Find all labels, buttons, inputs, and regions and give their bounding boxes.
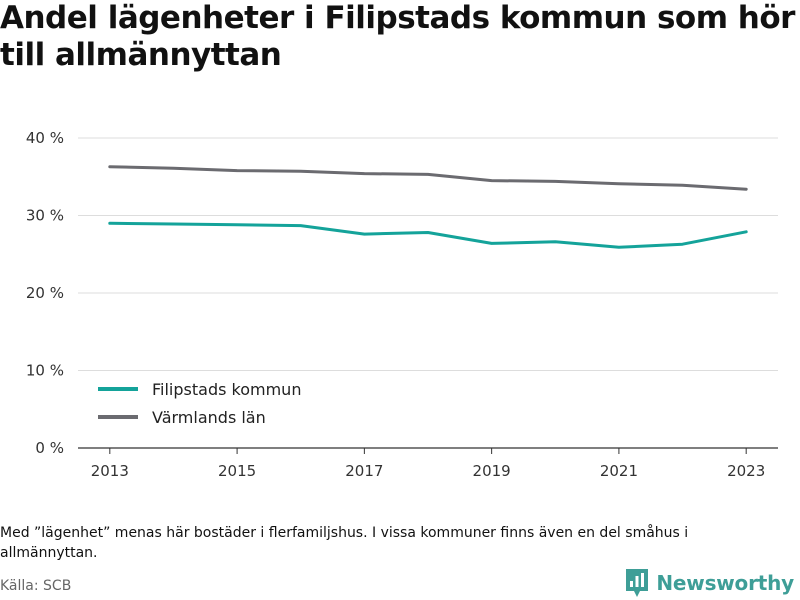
x-tick-label: 2023 [727, 462, 765, 480]
series-lines [108, 165, 748, 249]
newsworthy-logo-icon [626, 569, 649, 597]
newsworthy-logo[interactable]: Newsworthy [624, 568, 794, 598]
x-axis: 2013 2015 2017 2019 2021 2023 [78, 447, 778, 480]
y-tick-label: 0 % [35, 439, 64, 457]
y-tick-label: 30 % [26, 207, 64, 225]
x-tick-label: 2015 [218, 462, 256, 480]
x-tick-label: 2019 [473, 462, 511, 480]
legend: Filipstads kommun Värmlands län [98, 380, 301, 427]
y-tick-label: 10 % [26, 362, 64, 380]
y-tick-label: 20 % [26, 284, 64, 302]
x-tick-label: 2017 [345, 462, 383, 480]
chart-note: Med ”lägenhet” menas här bostäder i fler… [0, 525, 689, 561]
brand-name: Newsworthy [656, 571, 794, 595]
y-tick-label: 40 % [26, 129, 64, 147]
series-line-1 [108, 165, 748, 191]
y-axis-ticks: 0 % 10 % 20 % 30 % 40 % [26, 129, 64, 457]
x-tick-label: 2021 [600, 462, 638, 480]
legend-label: Filipstads kommun [152, 380, 301, 399]
source-label: Källa: SCB [0, 578, 72, 594]
line-chart: 0 % 10 % 20 % 30 % 40 % 2013 2015 2017 2019 2021… [26, 129, 778, 480]
x-tick-label: 2013 [91, 462, 129, 480]
legend-label: Värmlands län [152, 408, 266, 427]
gridlines [78, 137, 778, 371]
series-line-0 [108, 221, 748, 249]
chart-title: Andel lägenheter i Filipstads kommun som… [0, 0, 795, 73]
